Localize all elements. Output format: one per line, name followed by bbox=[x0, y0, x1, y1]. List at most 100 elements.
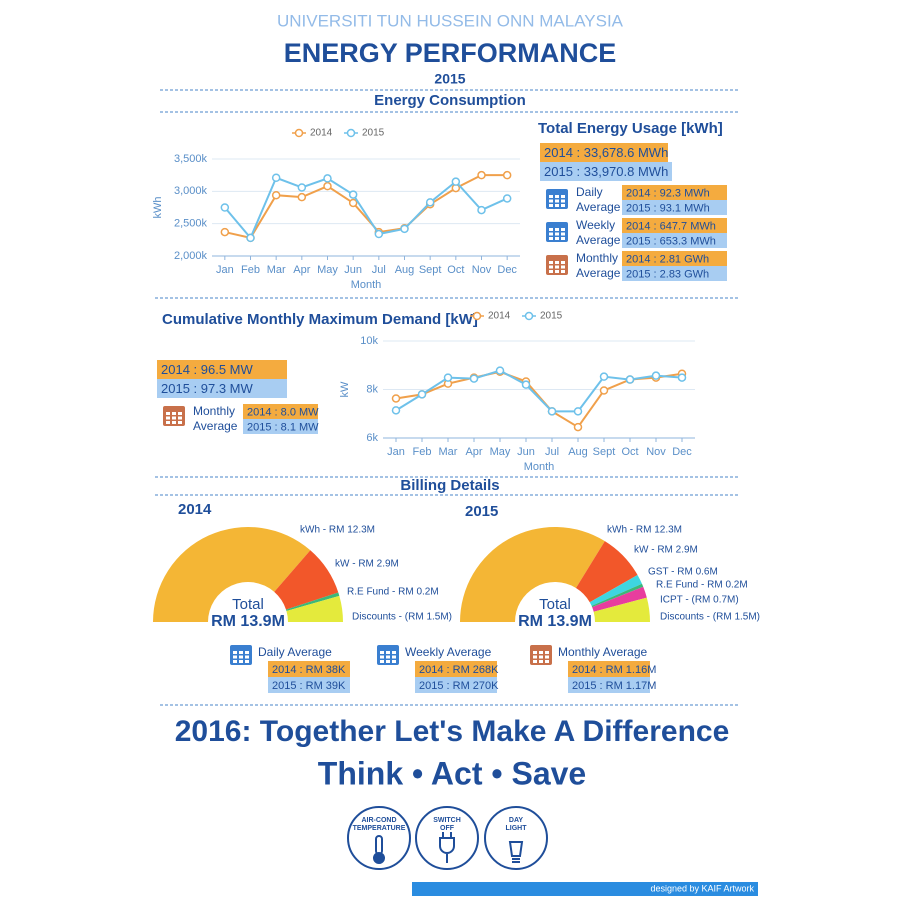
year: 2015 bbox=[434, 71, 465, 87]
y-axis-title: kWh bbox=[152, 197, 164, 219]
stat-box bbox=[415, 661, 497, 677]
stat-box bbox=[622, 251, 727, 266]
plug-icon bbox=[439, 832, 455, 863]
calendar-cell bbox=[386, 655, 390, 659]
y-tick-label: 6k bbox=[366, 432, 378, 444]
donut-segment bbox=[591, 583, 644, 608]
segment-label: Discounts - (RM 1.5M) bbox=[660, 612, 760, 623]
calendar-cell bbox=[539, 660, 543, 663]
legend-marker bbox=[524, 311, 534, 321]
y-tick-label: 10k bbox=[360, 335, 378, 347]
calendar-cell bbox=[555, 261, 559, 264]
calendar-cell bbox=[561, 204, 565, 207]
title: ENERGY PERFORMANCE bbox=[284, 38, 617, 68]
point bbox=[625, 375, 635, 384]
calendar-cell bbox=[549, 270, 553, 273]
stat-text: 2015 : 8.1 MW bbox=[247, 421, 319, 433]
calendar-cell bbox=[386, 660, 390, 663]
x-tick-label: Apr bbox=[293, 264, 310, 276]
average-label: Average bbox=[576, 200, 621, 214]
stat-box bbox=[157, 360, 287, 379]
donut-segment bbox=[274, 550, 339, 610]
calendar-cell bbox=[545, 655, 549, 659]
calendar-cell bbox=[245, 651, 249, 654]
x-tick-label: Jun bbox=[517, 446, 535, 458]
calendar-cell bbox=[166, 416, 170, 420]
point bbox=[521, 380, 531, 389]
calendar-cell bbox=[380, 660, 384, 663]
panel-title: Total Energy Usage [kWh] bbox=[538, 120, 723, 137]
line bbox=[224, 174, 508, 240]
average-label: Daily bbox=[576, 185, 603, 199]
point bbox=[348, 198, 358, 208]
calendar-cell bbox=[392, 651, 396, 654]
calendar-cell bbox=[178, 421, 182, 424]
calendar-cell bbox=[555, 204, 559, 207]
average-label: Average bbox=[576, 266, 621, 280]
point bbox=[599, 372, 609, 381]
stat-text: 2014 : 647.7 MWh bbox=[626, 220, 716, 232]
legend-label: 2014 bbox=[488, 311, 511, 322]
point bbox=[271, 190, 281, 200]
bulb-icon bbox=[508, 841, 524, 863]
stat-box bbox=[568, 661, 650, 677]
calendar-cell bbox=[561, 195, 565, 198]
x-tick-label: May bbox=[490, 446, 511, 458]
legend-label: 2015 bbox=[362, 128, 385, 139]
calendar-cell bbox=[561, 261, 565, 264]
calendar-cell bbox=[392, 655, 396, 659]
legend-label: 2015 bbox=[540, 311, 563, 322]
tip-text: AIR-COND bbox=[362, 817, 397, 824]
stat-box bbox=[622, 233, 727, 248]
center-label: RM 13.9M bbox=[211, 613, 285, 630]
calendar-cell bbox=[233, 655, 237, 659]
calendar-cell bbox=[555, 265, 559, 269]
point bbox=[469, 374, 479, 383]
calendar-cell bbox=[561, 232, 565, 236]
line bbox=[395, 369, 683, 413]
point bbox=[677, 373, 687, 382]
calendar-cell bbox=[233, 660, 237, 663]
calendar-cell bbox=[172, 421, 176, 424]
calendar-cell bbox=[245, 660, 249, 663]
stat-box bbox=[540, 162, 672, 181]
thermometer-icon bbox=[375, 835, 383, 855]
calendar-cell bbox=[380, 651, 384, 654]
calendar-cell bbox=[533, 651, 537, 654]
calendar-cell bbox=[549, 232, 553, 236]
calendar-cell bbox=[549, 199, 553, 203]
stat-text: 2014 : 8.0 MW bbox=[247, 406, 319, 418]
point bbox=[451, 177, 461, 186]
stat-box bbox=[268, 677, 350, 693]
point bbox=[651, 371, 661, 380]
x-tick-label: Mar bbox=[439, 446, 458, 458]
point bbox=[323, 174, 332, 183]
x-tick-label: Feb bbox=[241, 264, 260, 276]
calendar-cell bbox=[380, 655, 384, 659]
y-tick-label: 3,500k bbox=[174, 153, 208, 165]
calendar-cell bbox=[555, 228, 559, 231]
x-tick-label: Oct bbox=[447, 264, 464, 276]
calendar-cell bbox=[555, 270, 559, 273]
section-title: Energy Consumption bbox=[374, 92, 526, 109]
calendar-cell bbox=[533, 660, 537, 663]
stat-box bbox=[622, 266, 727, 281]
calendar-cell bbox=[561, 199, 565, 203]
calendar-cell bbox=[549, 237, 553, 240]
point bbox=[220, 203, 230, 212]
stat-text: 2015 : RM 1.17M bbox=[572, 680, 656, 692]
y-tick-label: 3,000k bbox=[174, 185, 208, 197]
x-tick-label: Aug bbox=[395, 264, 415, 276]
calendar-cell bbox=[239, 655, 243, 659]
tip-text: TEMPERATURE bbox=[353, 825, 406, 832]
calendar-cell bbox=[549, 265, 553, 269]
point bbox=[391, 406, 401, 415]
calendar-cell bbox=[549, 261, 553, 264]
x-axis-title: Month bbox=[351, 279, 382, 291]
calendar-cell bbox=[533, 655, 537, 659]
section-title: Billing Details bbox=[400, 477, 499, 494]
average-label: Daily Average bbox=[258, 645, 332, 659]
segment-label: kWh - RM 12.3M bbox=[607, 525, 682, 536]
